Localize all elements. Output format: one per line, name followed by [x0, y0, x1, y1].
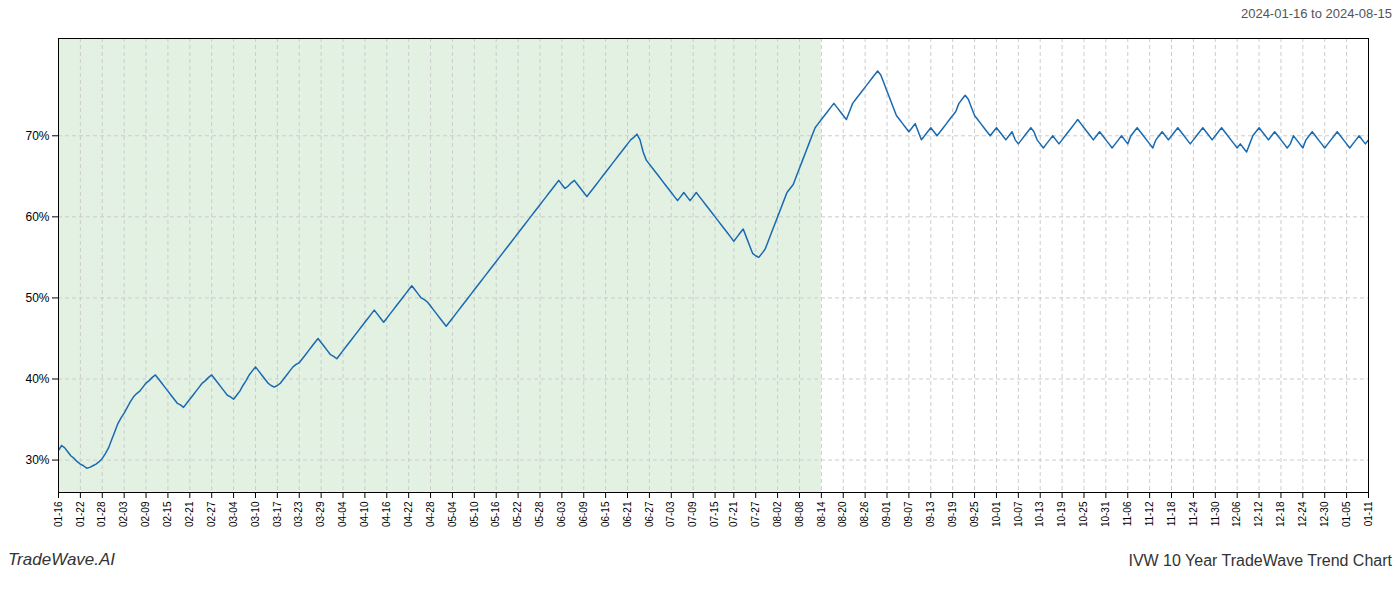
svg-text:01-11: 01-11	[1363, 501, 1374, 526]
svg-text:09-07: 09-07	[903, 501, 914, 527]
svg-text:12-12: 12-12	[1253, 501, 1264, 527]
svg-text:06-21: 06-21	[622, 501, 633, 527]
svg-text:08-14: 08-14	[816, 501, 827, 527]
svg-text:11-24: 11-24	[1188, 501, 1199, 526]
svg-text:11-18: 11-18	[1166, 501, 1177, 526]
svg-text:08-02: 08-02	[772, 501, 783, 527]
svg-text:40%: 40%	[25, 372, 49, 386]
svg-text:10-13: 10-13	[1034, 501, 1045, 527]
svg-text:04-22: 04-22	[403, 501, 414, 527]
svg-text:30%: 30%	[25, 453, 49, 467]
svg-text:02-03: 02-03	[118, 501, 129, 527]
svg-text:03-04: 03-04	[228, 501, 239, 527]
svg-text:06-27: 06-27	[644, 501, 655, 527]
svg-text:11-06: 11-06	[1122, 501, 1133, 526]
svg-text:07-21: 07-21	[728, 501, 739, 527]
svg-text:04-16: 04-16	[381, 501, 392, 527]
svg-text:02-15: 02-15	[162, 501, 173, 527]
svg-text:12-06: 12-06	[1231, 501, 1242, 527]
svg-text:10-25: 10-25	[1078, 501, 1089, 527]
svg-text:70%: 70%	[25, 129, 49, 143]
svg-text:05-04: 05-04	[447, 501, 458, 527]
svg-text:03-29: 03-29	[315, 501, 326, 527]
svg-text:06-03: 06-03	[556, 501, 567, 527]
svg-text:10-07: 10-07	[1013, 501, 1024, 527]
svg-text:03-23: 03-23	[293, 501, 304, 527]
svg-text:01-22: 01-22	[75, 501, 86, 527]
svg-text:09-19: 09-19	[947, 501, 958, 527]
svg-text:10-31: 10-31	[1100, 501, 1111, 527]
svg-text:04-04: 04-04	[337, 501, 348, 527]
svg-text:07-03: 07-03	[665, 501, 676, 527]
svg-text:04-10: 04-10	[359, 501, 370, 527]
svg-text:07-09: 07-09	[687, 501, 698, 527]
svg-text:05-28: 05-28	[534, 501, 545, 527]
svg-text:09-25: 09-25	[969, 501, 980, 527]
html-text:TradeWave.AI: TradeWave.AI	[8, 550, 116, 569]
svg-text:02-09: 02-09	[140, 501, 151, 527]
svg-text:11-30: 11-30	[1210, 501, 1221, 526]
svg-text:12-18: 12-18	[1275, 501, 1286, 527]
svg-text:08-08: 08-08	[794, 501, 805, 527]
svg-text:12-24: 12-24	[1297, 501, 1308, 527]
svg-text:06-09: 06-09	[578, 501, 589, 527]
svg-text:08-20: 08-20	[837, 501, 848, 527]
svg-text:08-26: 08-26	[859, 501, 870, 527]
svg-text:01-16: 01-16	[53, 501, 64, 527]
svg-text:09-01: 09-01	[881, 501, 892, 527]
svg-text:03-10: 03-10	[250, 501, 261, 527]
html-text:2024-01-16 to 2024-08-15: 2024-01-16 to 2024-08-15	[1240, 6, 1392, 21]
svg-text:01-05: 01-05	[1341, 501, 1352, 527]
svg-text:10-19: 10-19	[1056, 501, 1067, 527]
svg-text:50%: 50%	[25, 291, 49, 305]
svg-text:02-21: 02-21	[184, 501, 195, 527]
svg-text:60%: 60%	[25, 210, 49, 224]
svg-text:01-28: 01-28	[96, 501, 107, 527]
html-text:IVW 10 Year TradeWave Trend Ch: IVW 10 Year TradeWave Trend Chart	[1128, 552, 1392, 569]
svg-text:09-13: 09-13	[925, 501, 936, 527]
svg-text:11-12: 11-12	[1144, 501, 1155, 526]
svg-text:07-27: 07-27	[750, 501, 761, 527]
svg-text:12-30: 12-30	[1319, 501, 1330, 527]
svg-text:05-16: 05-16	[490, 501, 501, 527]
svg-text:03-17: 03-17	[272, 501, 283, 527]
svg-text:05-22: 05-22	[512, 501, 523, 527]
svg-text:04-28: 04-28	[425, 501, 436, 527]
svg-text:02-27: 02-27	[206, 501, 217, 527]
svg-text:10-01: 10-01	[991, 501, 1002, 527]
svg-text:05-10: 05-10	[469, 501, 480, 527]
svg-text:07-15: 07-15	[709, 501, 720, 527]
svg-text:06-15: 06-15	[600, 501, 611, 527]
